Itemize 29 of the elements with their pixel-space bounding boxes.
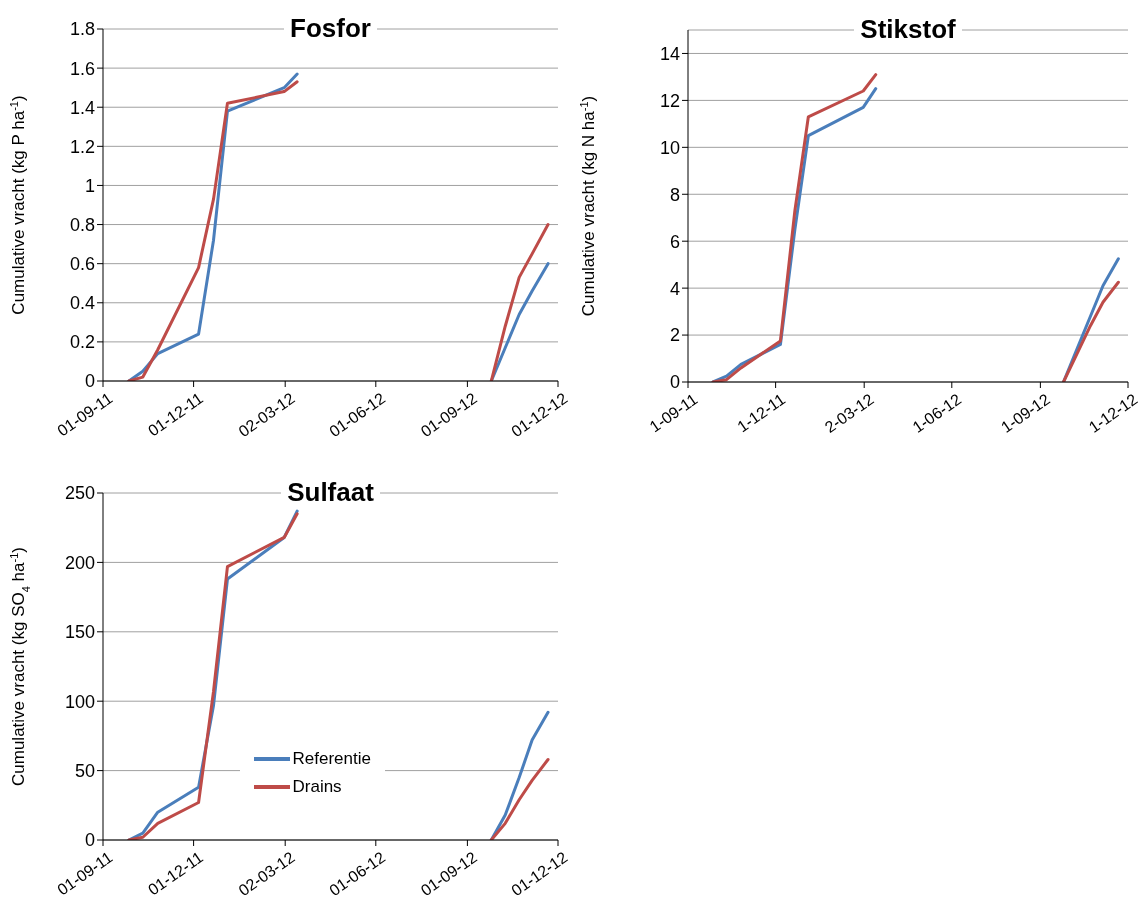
chart-title: Sulfaat — [281, 476, 380, 508]
y-tick-label: 2 — [669, 325, 680, 346]
chart-title: Fosfor — [284, 12, 377, 44]
y-tick-label: 1.6 — [69, 58, 95, 79]
y-tick-label: 14 — [659, 43, 680, 64]
y-tick-label: 0 — [84, 830, 95, 851]
y-tick-label: 1 — [84, 175, 95, 196]
y-tick-label: 12 — [659, 90, 680, 111]
y-tick-label: 8 — [669, 184, 680, 205]
legend-label: Referentie — [292, 749, 371, 769]
y-tick-label: 0.4 — [69, 293, 95, 314]
y-tick-label: 150 — [64, 622, 95, 643]
y-tick-label: 200 — [64, 552, 95, 573]
y-tick-label: 1.4 — [69, 97, 95, 118]
y-tick-label: 6 — [669, 231, 680, 252]
y-tick-label: 0.8 — [69, 214, 95, 235]
legend-label: Drains — [292, 777, 342, 797]
y-tick-label: 0 — [669, 372, 680, 393]
y-tick-label: 10 — [659, 137, 680, 158]
y-tick-label: 1.2 — [69, 136, 95, 157]
y-tick-label: 100 — [64, 691, 95, 712]
y-tick-label: 0.6 — [69, 254, 95, 275]
y-tick-label: 4 — [669, 278, 680, 299]
y-tick-label: 0.2 — [69, 332, 95, 353]
y-tick-label: 1.8 — [69, 19, 95, 40]
y-tick-label: 250 — [64, 483, 95, 504]
chart-title: Stikstof — [854, 13, 962, 45]
y-tick-label: 50 — [74, 760, 95, 781]
y-tick-label: 0 — [84, 371, 95, 392]
